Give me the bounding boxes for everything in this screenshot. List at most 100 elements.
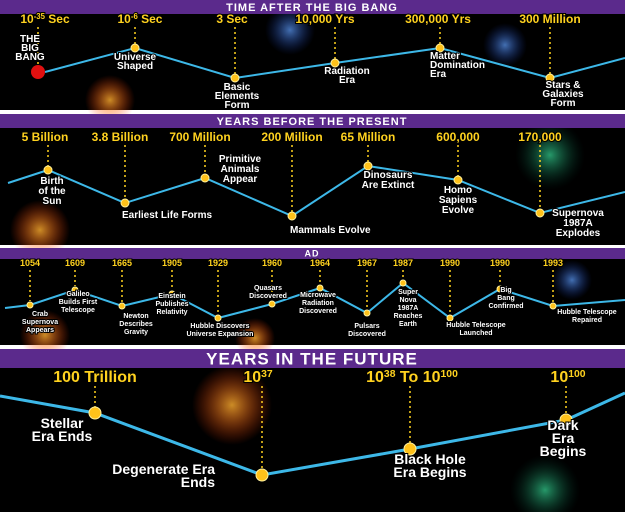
- event-label: Hubble Telescope: [446, 322, 505, 329]
- event-label: Era: [430, 69, 447, 80]
- event-label: Earliest Life Forms: [122, 210, 212, 221]
- event-label: Super: [398, 289, 418, 296]
- event-time: 1609: [65, 258, 85, 268]
- time-text: Sec: [138, 12, 163, 26]
- time-text: 1964: [310, 258, 330, 268]
- event-label: Begins: [540, 443, 587, 459]
- time-text: 65 Million: [341, 130, 396, 144]
- event-dot: [447, 315, 453, 321]
- event-label: 1987A: [398, 305, 419, 312]
- event-label: Hubble Telescope: [557, 309, 616, 316]
- time-text: To 10: [395, 369, 440, 386]
- panel-title: YEARS IN THE FUTURE: [206, 350, 418, 369]
- event-time: 10-35 Sec: [20, 12, 70, 27]
- event-label: Radiation: [302, 300, 334, 307]
- event-label: Publishes: [155, 301, 188, 308]
- event-label: Appear: [223, 174, 258, 185]
- time-text: 1990: [490, 258, 510, 268]
- event-label: Shaped: [117, 61, 153, 72]
- time-text: 10: [550, 369, 568, 386]
- time-text: 10,000 Yrs: [295, 12, 354, 26]
- time-text: 100 Trillion: [53, 369, 137, 386]
- event-dot: [364, 162, 372, 170]
- time-text: 10: [118, 12, 132, 26]
- time-text: 700 Million: [169, 130, 230, 144]
- event-label: Discovered: [348, 331, 386, 338]
- event-label: Appears: [26, 327, 54, 334]
- event-label: Launched: [459, 330, 492, 337]
- event-time: 1990: [490, 258, 510, 268]
- event-label: Relativity: [156, 309, 187, 316]
- time-text: 10: [366, 369, 384, 386]
- event-label: Describes: [119, 321, 153, 328]
- event-label: Repaired: [572, 317, 602, 324]
- event-dot: [44, 166, 52, 174]
- event-dot: [27, 302, 33, 308]
- event-label: Builds First: [59, 299, 98, 306]
- event-label: Reaches: [394, 313, 423, 320]
- event-time: 1990: [440, 258, 460, 268]
- event-label: Nova: [399, 297, 416, 304]
- event-label: BANG: [15, 52, 45, 63]
- time-text: 5 Billion: [22, 130, 69, 144]
- event-time: 1960: [262, 258, 282, 268]
- event-dot: [131, 44, 139, 52]
- event-label: Are Extinct: [362, 180, 415, 191]
- event-time: 1905: [162, 258, 182, 268]
- event-label: Ends: [181, 474, 215, 490]
- time-exponent: 100: [568, 369, 586, 380]
- event-time: 700 Million: [169, 130, 230, 144]
- event-label: Einstein: [158, 293, 185, 300]
- event-label: Evolve: [442, 205, 475, 216]
- event-label: Mammals Evolve: [290, 225, 371, 236]
- time-text: 1993: [543, 258, 563, 268]
- event-dot: [119, 303, 125, 309]
- event-time: 1967: [357, 258, 377, 268]
- event-dot: [89, 407, 101, 419]
- event-label: Microwave: [300, 292, 336, 299]
- time-text: 300 Million: [519, 12, 580, 26]
- event-dot: [454, 176, 462, 184]
- time-text: 1609: [65, 258, 85, 268]
- time-text: 10: [20, 12, 34, 26]
- time-text: 1960: [262, 258, 282, 268]
- event-label: Supernova: [22, 319, 58, 326]
- event-label: Discovered: [249, 293, 287, 300]
- event-time: 600,000: [436, 130, 480, 144]
- event-time: 200 Million: [261, 130, 322, 144]
- event-label: Era Ends: [32, 428, 93, 444]
- time-text: 10: [243, 369, 261, 386]
- event-dot: [317, 285, 323, 291]
- event-dot: [536, 209, 544, 217]
- event-time: 170,000: [518, 130, 562, 144]
- event-dot: [201, 174, 209, 182]
- timeline-page: TIME AFTER THE BIG BANG10-35 SecTHEBIGBA…: [0, 0, 625, 512]
- event-label: Big: [500, 287, 511, 294]
- time-text: 1990: [440, 258, 460, 268]
- panel-title: YEARS BEFORE THE PRESENT: [217, 116, 408, 128]
- event-time: 1987: [393, 258, 413, 268]
- time-text: 1987: [393, 258, 413, 268]
- time-text: 1665: [112, 258, 132, 268]
- time-exponent: 37: [261, 369, 273, 380]
- time-text: 1967: [357, 258, 377, 268]
- event-label: Quasars: [254, 285, 282, 292]
- event-dot: [269, 301, 275, 307]
- event-label: Discovered: [299, 308, 337, 315]
- event-label: Telescope: [61, 307, 95, 314]
- event-label: Era: [339, 75, 356, 86]
- time-exponent: 100: [441, 369, 459, 380]
- event-time: 300 Million: [519, 12, 580, 26]
- event-time: 3.8 Billion: [92, 130, 149, 144]
- time-text: 3.8 Billion: [92, 130, 149, 144]
- event-time: 10-6 Sec: [118, 12, 163, 27]
- event-time: 3 Sec: [216, 12, 248, 26]
- time-text: 1054: [20, 258, 40, 268]
- time-text: 300,000 Yrs: [405, 12, 471, 26]
- event-label: Form: [551, 98, 576, 109]
- event-dot: [400, 280, 406, 286]
- event-dot: [256, 469, 268, 481]
- event-label: Form: [225, 100, 250, 111]
- event-label: Confirmed: [489, 303, 524, 310]
- event-time: 100 Trillion: [53, 369, 137, 386]
